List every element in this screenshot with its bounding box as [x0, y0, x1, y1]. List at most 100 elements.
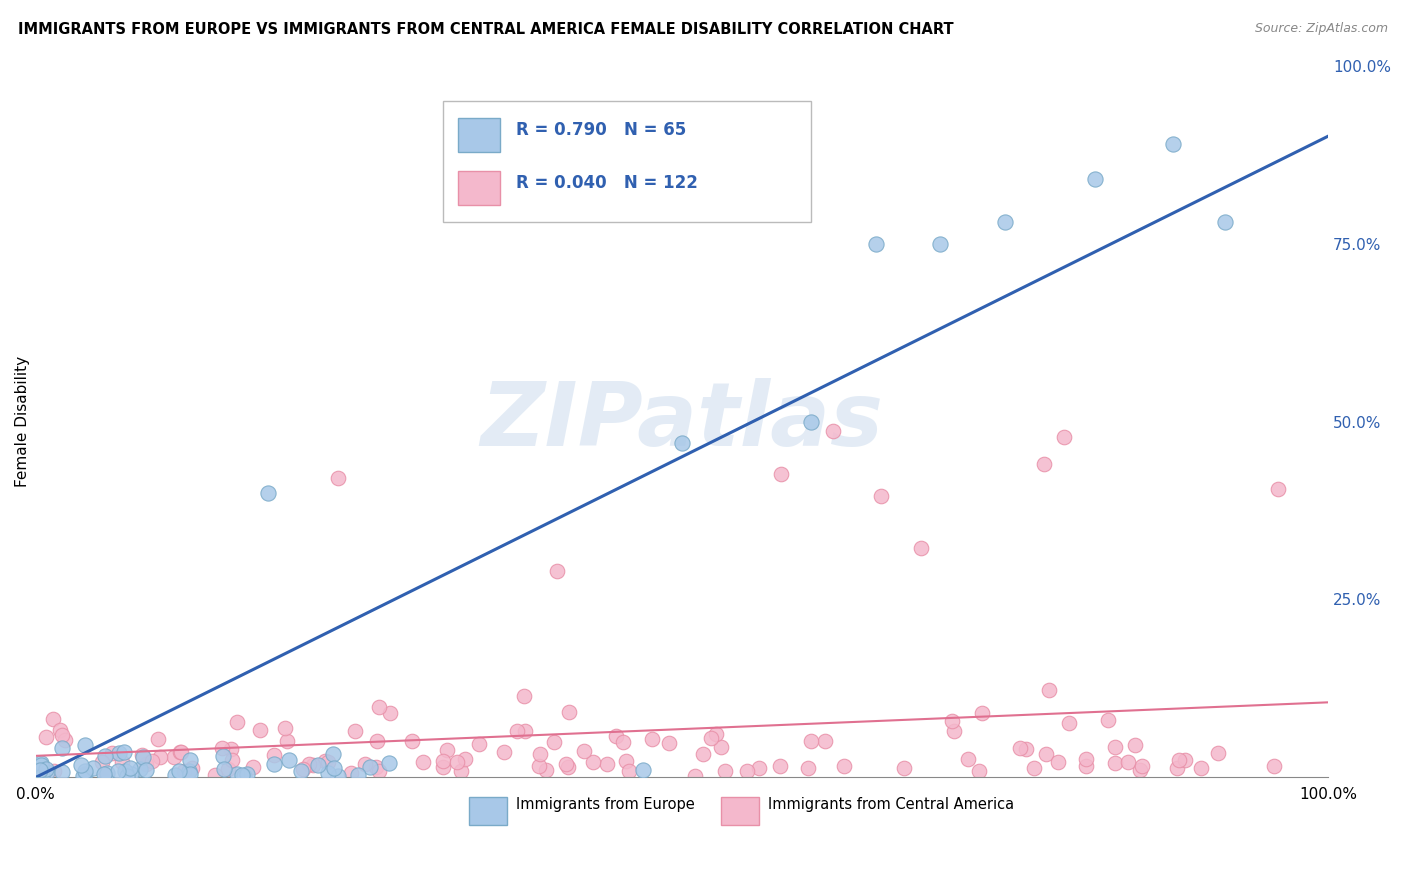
- Point: [412, 756, 434, 770]
- Point: [69, 758, 91, 772]
- Point: [614, 754, 637, 768]
- Point: [328, 769, 350, 783]
- Point: [91, 755, 114, 769]
- Point: [163, 750, 186, 764]
- Point: [30, 758, 52, 772]
- Point: [631, 763, 654, 777]
- FancyBboxPatch shape: [458, 171, 499, 205]
- Text: Source: ZipAtlas.com: Source: ZipAtlas.com: [1254, 22, 1388, 36]
- Point: [1166, 761, 1188, 775]
- Point: [1104, 756, 1126, 770]
- Point: [450, 764, 472, 779]
- Point: [101, 746, 124, 760]
- Point: [179, 767, 201, 781]
- Point: [30, 763, 52, 777]
- Point: [543, 734, 565, 748]
- Point: [323, 761, 346, 775]
- FancyBboxPatch shape: [458, 119, 499, 153]
- Point: [942, 724, 965, 739]
- Point: [301, 757, 323, 772]
- Point: [1038, 682, 1060, 697]
- Point: [108, 746, 131, 760]
- Point: [235, 767, 257, 781]
- Text: R = 0.040   N = 122: R = 0.040 N = 122: [516, 174, 699, 192]
- Point: [163, 768, 186, 782]
- Point: [367, 764, 389, 778]
- Point: [181, 761, 204, 775]
- Point: [1057, 716, 1080, 731]
- Point: [114, 745, 136, 759]
- Point: [748, 761, 770, 775]
- Point: [800, 415, 823, 429]
- Point: [212, 762, 235, 776]
- Point: [814, 733, 837, 747]
- Point: [967, 764, 990, 779]
- Point: [322, 747, 344, 761]
- Point: [170, 745, 193, 759]
- Point: [378, 756, 401, 770]
- Point: [226, 766, 249, 780]
- Point: [318, 766, 340, 780]
- Point: [1129, 764, 1152, 778]
- Point: [617, 764, 640, 779]
- Point: [263, 747, 285, 762]
- Point: [51, 728, 73, 742]
- Point: [219, 741, 242, 756]
- Point: [1167, 753, 1189, 767]
- Point: [941, 714, 963, 728]
- Point: [44, 764, 66, 778]
- Point: [49, 723, 72, 737]
- Point: [432, 760, 454, 774]
- Text: Immigrants from Central America: Immigrants from Central America: [769, 797, 1015, 812]
- Point: [135, 764, 157, 778]
- FancyBboxPatch shape: [721, 797, 759, 825]
- Point: [683, 769, 706, 783]
- Point: [72, 769, 94, 783]
- Point: [797, 761, 820, 775]
- FancyBboxPatch shape: [468, 797, 508, 825]
- Point: [972, 706, 994, 720]
- Point: [1213, 215, 1236, 229]
- Point: [316, 755, 339, 769]
- Point: [129, 762, 152, 776]
- Point: [359, 760, 381, 774]
- Point: [700, 731, 723, 745]
- Point: [735, 764, 758, 778]
- Point: [169, 745, 191, 759]
- Point: [93, 749, 115, 764]
- Point: [671, 436, 693, 450]
- Point: [1174, 753, 1197, 767]
- Point: [120, 766, 142, 780]
- Point: [354, 757, 377, 772]
- Point: [506, 724, 529, 739]
- Point: [31, 769, 53, 783]
- Point: [232, 769, 254, 783]
- Point: [343, 724, 366, 739]
- Point: [1161, 136, 1184, 151]
- Point: [515, 724, 537, 739]
- Point: [714, 764, 737, 779]
- Point: [582, 755, 605, 769]
- Y-axis label: Female Disability: Female Disability: [15, 356, 30, 487]
- Point: [494, 745, 516, 759]
- Point: [1046, 755, 1069, 769]
- Point: [823, 425, 845, 439]
- Point: [107, 764, 129, 778]
- Point: [364, 760, 387, 774]
- Point: [1116, 756, 1139, 770]
- Point: [704, 726, 727, 740]
- Point: [1097, 714, 1119, 728]
- Point: [557, 760, 579, 774]
- Point: [1053, 430, 1076, 444]
- Point: [368, 699, 391, 714]
- Point: [35, 764, 58, 779]
- Point: [340, 765, 363, 780]
- Point: [73, 738, 96, 752]
- Point: [546, 564, 568, 578]
- Point: [211, 741, 233, 756]
- Point: [42, 712, 65, 726]
- Point: [30, 756, 52, 771]
- Point: [51, 764, 73, 779]
- Point: [1010, 740, 1032, 755]
- Point: [612, 735, 634, 749]
